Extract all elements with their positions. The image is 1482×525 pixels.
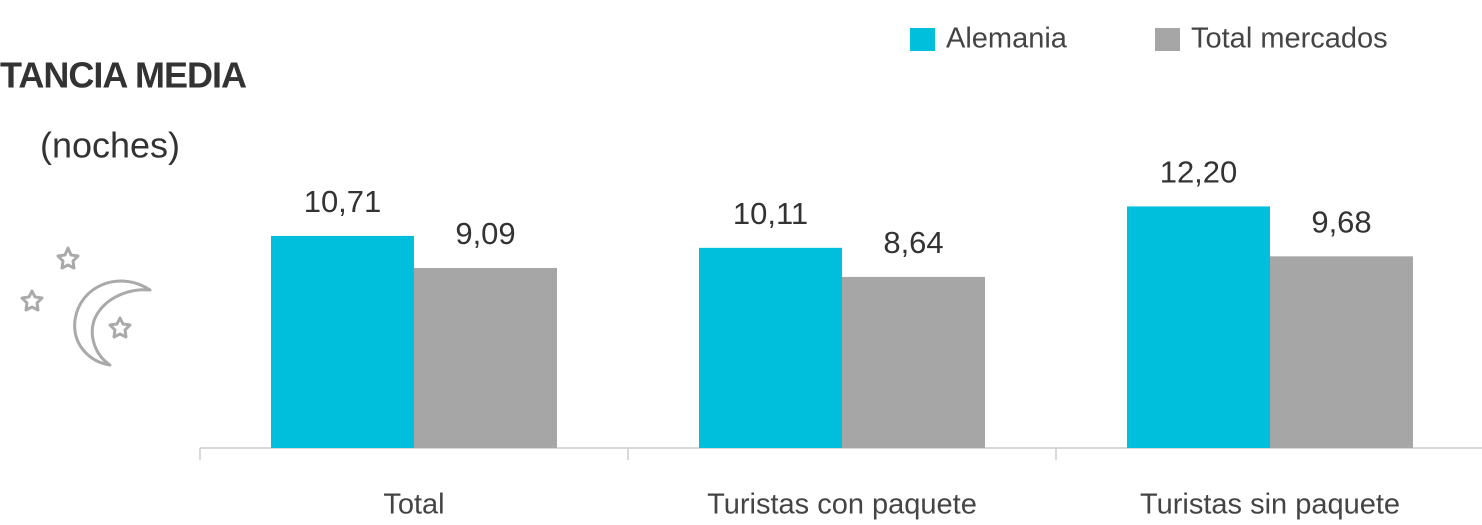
x-tick-label: Turistas con paquete [707,489,977,521]
bar [271,235,414,448]
bar [414,268,557,448]
chart-title: TANCIA MEDIA [0,55,247,96]
value-label: 10,11 [733,196,808,231]
legend-swatch [910,28,935,51]
value-label: 12,20 [1160,155,1238,190]
chart-subtitle: (noches) [40,125,180,166]
bar [1127,206,1270,448]
value-label: 9,68 [1311,205,1371,240]
value-label: 8,64 [883,225,943,260]
bar [699,247,842,448]
legend-label: Total mercados [1191,23,1388,55]
value-label: 10,71 [304,184,382,219]
x-tick-label: Turistas sin paquete [1140,489,1400,521]
legend-swatch [1155,28,1180,51]
bar [1270,256,1413,448]
legend-label: Alemania [946,23,1068,55]
moon-icon [20,246,152,367]
value-label: 9,09 [455,216,515,251]
x-tick-label: Total [383,489,444,521]
bar [842,276,985,448]
